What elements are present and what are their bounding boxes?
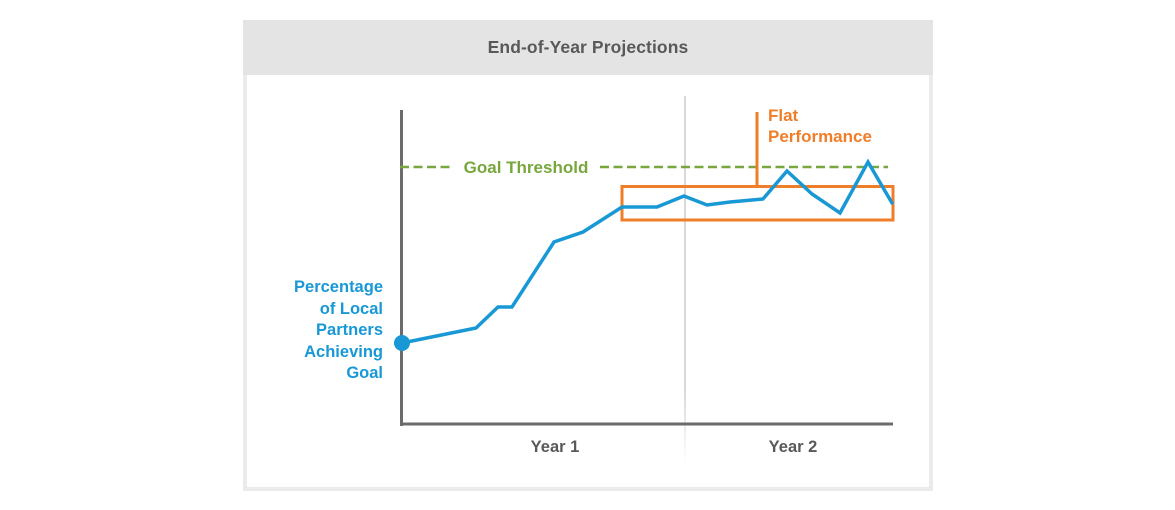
y-axis-label-line: of Local	[319, 299, 383, 318]
y-axis-label-line: Achieving	[304, 342, 383, 361]
trend-start-dot	[394, 335, 410, 351]
x-tick-year-1: Year 1	[530, 438, 580, 456]
y-axis-label-line: Goal	[346, 364, 383, 382]
page-title: End-of-Year Projections	[487, 37, 689, 57]
flat-performance-label-line: Flat	[768, 106, 799, 125]
flat-performance-label: Flat Performance	[768, 105, 928, 147]
goal-threshold-label: Goal Threshold	[463, 158, 589, 177]
y-axis-label: Percentage of Local Partners Achieving G…	[243, 277, 383, 385]
flat-performance-label-line: Performance	[768, 127, 872, 146]
card-header: End-of-Year Projections	[243, 20, 933, 75]
trend-line	[400, 158, 894, 345]
y-axis-label-line: Partners	[316, 321, 383, 339]
x-tick-year-2: Year 2	[768, 438, 818, 456]
projection-card: End-of-Year Projections	[243, 20, 933, 491]
y-axis-label-line: Percentage	[294, 278, 383, 296]
